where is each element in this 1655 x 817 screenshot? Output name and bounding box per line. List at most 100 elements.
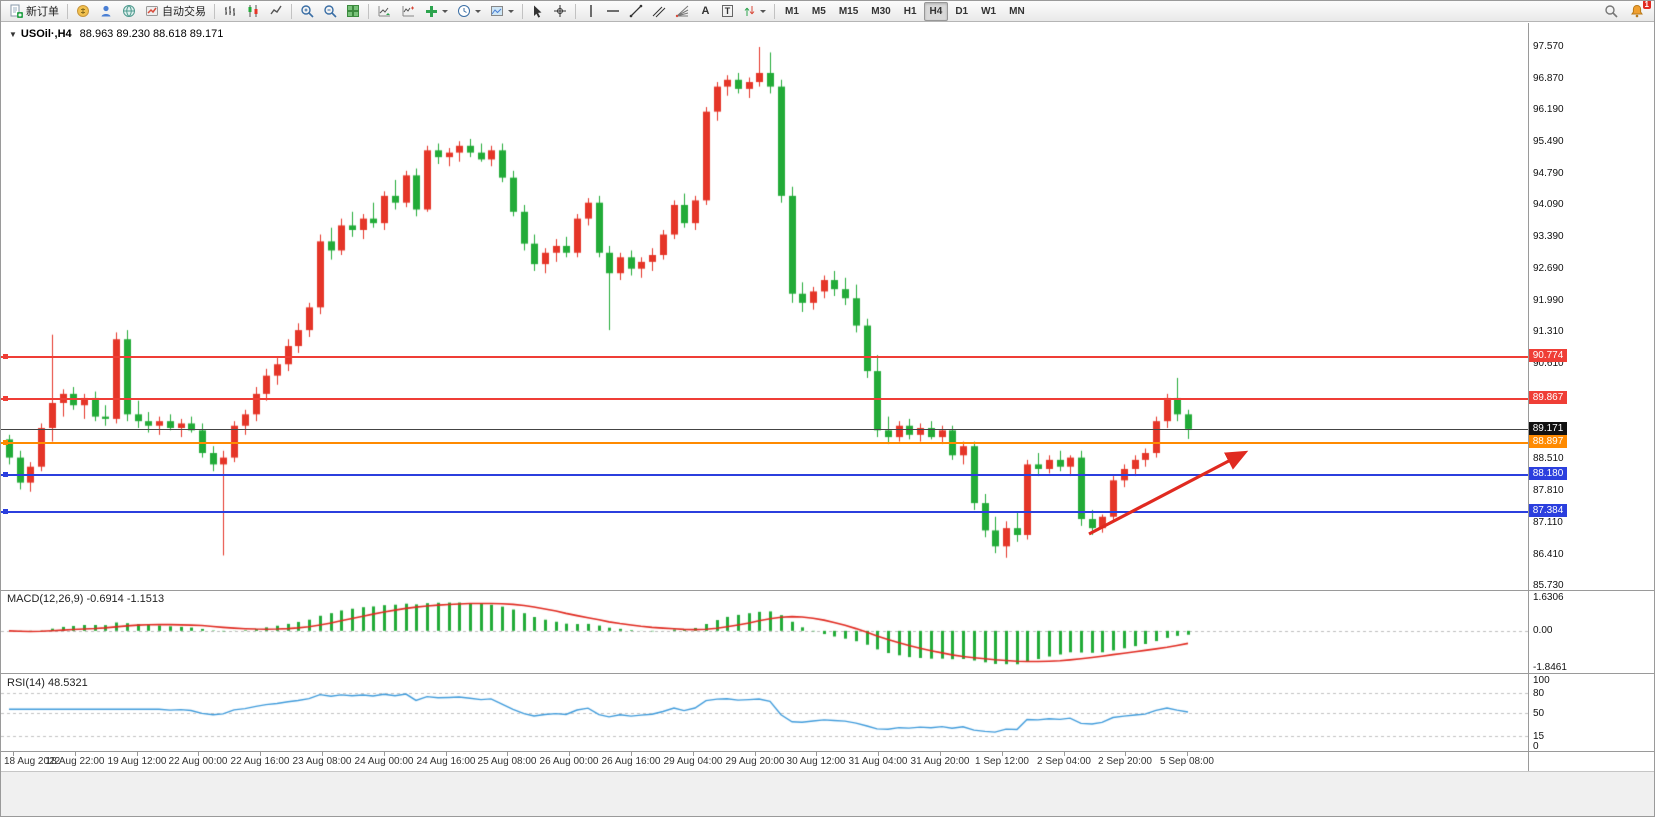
- periods-button[interactable]: [453, 2, 485, 21]
- candles-chart-icon: [248, 5, 258, 17]
- search-button[interactable]: [1600, 2, 1622, 21]
- timeframe-button-m5[interactable]: M5: [811, 5, 826, 17]
- globe-icon: [123, 5, 135, 17]
- toolbar-separator: [291, 3, 292, 19]
- toolbar-separator: [368, 3, 369, 19]
- time-axis-tick: [631, 752, 632, 756]
- tile-windows-button[interactable]: [342, 2, 364, 21]
- new-order-button[interactable]: 新订单: [5, 2, 63, 21]
- auto-trading-icon: [146, 6, 158, 16]
- search-icon: [1605, 5, 1618, 18]
- time-axis-label: 25 Aug 08:00: [477, 756, 537, 767]
- time-axis-tick: [198, 752, 199, 756]
- toolbar-right-group: 1: [1600, 0, 1652, 21]
- trendline-icon: [629, 4, 643, 18]
- trendline-tool-button[interactable]: [625, 2, 647, 21]
- price-tick-label: 90.610: [1533, 357, 1564, 369]
- zoom-in-button[interactable]: [296, 2, 318, 21]
- label-tool-button[interactable]: T: [717, 2, 738, 21]
- auto-scroll-button[interactable]: [373, 2, 396, 21]
- toolbar-separator: [774, 3, 775, 19]
- macd-canvas[interactable]: [1, 591, 1528, 673]
- zoom-out-button[interactable]: [319, 2, 341, 21]
- toolbar-separator: [575, 3, 576, 19]
- time-axis[interactable]: 18 Aug 2022 18 Aug 22:00 19 Aug 12:00 22 Au…: [1, 752, 1528, 771]
- time-axis-label: 5 Sep 08:00: [1160, 756, 1214, 767]
- cursor-button[interactable]: [527, 2, 548, 21]
- rsi-scale-label: 50: [1533, 708, 1545, 719]
- time-axis-tick: [260, 752, 261, 756]
- notifications-button[interactable]: 1: [1626, 0, 1651, 21]
- time-axis-label: 18 Aug 2022: [4, 756, 61, 767]
- time-axis-label: 24 Aug 00:00: [354, 756, 414, 767]
- timeframe-button-w1[interactable]: W1: [981, 5, 997, 17]
- chart-shift-button[interactable]: [397, 2, 420, 21]
- add-indicator-icon: [426, 5, 437, 17]
- time-axis-tick: [75, 752, 76, 756]
- market-watch-button[interactable]: [72, 2, 94, 21]
- crosshair-button[interactable]: [549, 2, 571, 21]
- rsi-indicator-value: 48.5321: [47, 677, 88, 689]
- new-order-label: 新订单: [26, 6, 59, 18]
- vertical-line-tool-button[interactable]: [580, 2, 601, 21]
- macd-panel-label: MACD(12,26,9) -0.6914 -1.1513: [7, 593, 164, 605]
- time-axis-label: 2 Sep 20:00: [1098, 756, 1152, 767]
- timeframe-button-mn[interactable]: MN: [1009, 5, 1025, 17]
- timeframe-button-m15[interactable]: M15: [838, 5, 859, 17]
- timeframe-button-h4[interactable]: H4: [923, 1, 949, 21]
- rsi-scale-label: 0: [1533, 741, 1539, 752]
- text-tool-button[interactable]: A: [695, 2, 716, 21]
- timeframe-button-h1[interactable]: H1: [903, 5, 917, 17]
- price-tick-label: 92.690: [1533, 263, 1564, 275]
- panel-splitter-macd[interactable]: [1, 590, 1654, 591]
- time-axis-tick: [322, 752, 323, 756]
- price-tick-label: 86.410: [1533, 549, 1564, 560]
- level-line-resistance[interactable]: [1, 398, 1528, 400]
- macd-scale-label: 0.00: [1533, 624, 1553, 636]
- dropdown-caret-icon: [442, 9, 448, 13]
- chart-candles-button[interactable]: [242, 2, 264, 21]
- indicators-button[interactable]: [421, 2, 452, 21]
- panel-splitter-rsi[interactable]: [1, 673, 1654, 674]
- timeframe-button-d1[interactable]: D1: [955, 5, 969, 17]
- alert-badge: 1: [1642, 0, 1651, 9]
- rsi-canvas[interactable]: [1, 674, 1528, 751]
- user-icon: [101, 5, 111, 17]
- objects-button[interactable]: [739, 2, 770, 21]
- price-level-badge: 89.867: [1529, 391, 1567, 404]
- time-axis-label: 30 Aug 12:00: [786, 756, 846, 767]
- dropdown-caret-icon: [508, 9, 514, 13]
- time-axis-tick: [13, 752, 14, 756]
- price-tick-label: 87.810: [1533, 485, 1564, 497]
- clock-icon: [458, 5, 470, 17]
- chart-line-button[interactable]: [265, 2, 287, 21]
- collapse-icon[interactable]: ▼: [9, 30, 17, 39]
- channel-tool-button[interactable]: [648, 2, 670, 21]
- horizontal-line-tool-button[interactable]: [602, 2, 624, 21]
- level-line-support[interactable]: [1, 474, 1528, 476]
- fibonacci-tool-button[interactable]: [671, 2, 694, 21]
- timeframe-button-m1[interactable]: M1: [785, 5, 799, 17]
- text-tool-icon: A: [701, 5, 710, 17]
- community-button[interactable]: [118, 2, 140, 21]
- templates-button[interactable]: [486, 2, 518, 21]
- toolbar-separator: [67, 3, 68, 19]
- accounts-button[interactable]: [95, 2, 117, 21]
- rsi-indicator-name: RSI(14): [7, 677, 45, 689]
- time-axis-label: 22 Aug 16:00: [230, 756, 290, 767]
- timeframe-button-m30[interactable]: M30: [871, 5, 891, 17]
- price-canvas[interactable]: [1, 23, 1528, 590]
- macd-scale-label: -1.8461: [1533, 662, 1567, 673]
- price-tick-label: 96.870: [1533, 72, 1564, 84]
- level-line-pivot[interactable]: [1, 442, 1528, 444]
- level-line-resistance[interactable]: [1, 356, 1528, 358]
- auto-trading-button[interactable]: 自动交易: [141, 2, 210, 21]
- macd-indicator-name: MACD(12,26,9): [7, 593, 84, 605]
- current-price-badge: 89.171: [1529, 422, 1567, 435]
- chart-bars-button[interactable]: [219, 2, 241, 21]
- time-axis-label: 23 Aug 08:00: [292, 756, 352, 767]
- price-tick-label: 87.110: [1533, 517, 1563, 529]
- level-line-support[interactable]: [1, 511, 1528, 513]
- time-axis-label: 31 Aug 04:00: [848, 756, 908, 767]
